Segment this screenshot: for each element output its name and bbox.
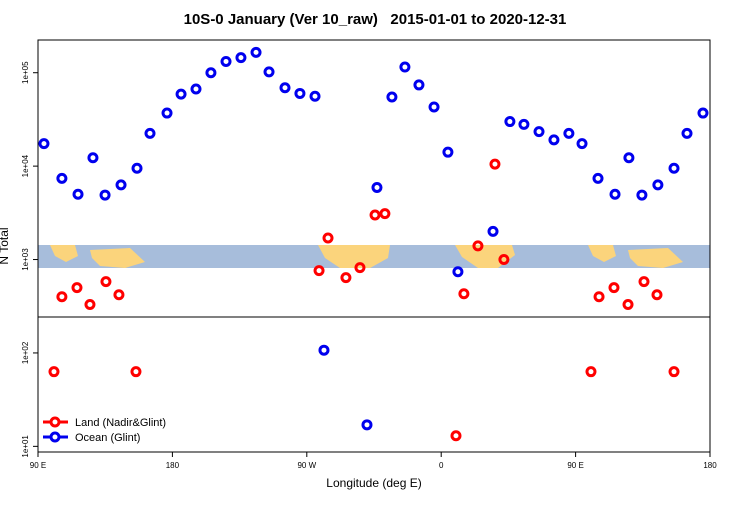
data-point [38, 138, 50, 150]
data-point [371, 182, 383, 194]
data-point [487, 225, 499, 237]
x-tick-label: 180 [703, 461, 717, 470]
data-point [651, 289, 663, 301]
data-point [548, 134, 560, 146]
data-point [190, 83, 202, 95]
data-point [593, 291, 605, 303]
data-point [452, 266, 464, 278]
x-tick-label: 90 E [567, 461, 583, 470]
data-point [504, 116, 516, 128]
data-point [71, 282, 83, 294]
data-point [576, 138, 588, 150]
data-point [498, 254, 510, 266]
data-point [668, 162, 680, 174]
data-point [279, 82, 291, 94]
y-tick-label: 1e+04 [21, 154, 30, 177]
data-point [205, 67, 217, 79]
data-point [48, 366, 60, 378]
data-point [131, 162, 143, 174]
data-point [585, 366, 597, 378]
data-point [442, 146, 454, 158]
y-tick-label: 1e+01 [21, 435, 30, 458]
data-point [369, 209, 381, 221]
map-band [38, 245, 710, 268]
data-point [450, 430, 462, 442]
data-point [652, 179, 664, 191]
data-point [115, 179, 127, 191]
data-point [340, 272, 352, 284]
data-point [56, 291, 68, 303]
x-tick-label: 90 E [30, 461, 46, 470]
data-point [263, 66, 275, 78]
x-tick-label: 0 [439, 461, 444, 470]
data-point [87, 152, 99, 164]
data-point [533, 126, 545, 138]
x-tick-label: 180 [166, 461, 180, 470]
data-point [99, 189, 111, 201]
data-point [235, 52, 247, 64]
legend-marker [49, 416, 61, 428]
y-tick-label: 1e+03 [21, 248, 30, 271]
legend-label: Land (Nadir&Glint) [75, 417, 166, 429]
data-point [458, 288, 470, 300]
data-point [100, 276, 112, 288]
chart-title: 10S-0 January (Ver 10_raw) 2015-01-01 to… [184, 11, 567, 28]
data-point [472, 240, 484, 252]
data-point [175, 88, 187, 100]
data-point [697, 107, 709, 119]
data-point [113, 289, 125, 301]
x-axis-label: Longitude (deg E) [326, 476, 421, 490]
data-point [130, 366, 142, 378]
data-point [399, 61, 411, 73]
data-point [318, 344, 330, 356]
data-point [592, 172, 604, 184]
data-point [622, 299, 634, 311]
data-point [428, 101, 440, 113]
data-point [313, 265, 325, 277]
data-point [379, 208, 391, 220]
data-point [72, 188, 84, 200]
legend-label: Ocean (Glint) [75, 432, 140, 444]
data-point [623, 152, 635, 164]
data-point [608, 282, 620, 294]
plot-frame [37, 39, 711, 453]
data-point [354, 262, 366, 274]
data-point [681, 127, 693, 139]
data-point [294, 87, 306, 99]
data-point [322, 232, 334, 244]
data-point [161, 107, 173, 119]
data-point [668, 366, 680, 378]
legend: Land (Nadir&Glint) Ocean (Glint) [43, 416, 166, 444]
data-point [609, 188, 621, 200]
data-point [636, 189, 648, 201]
data-point [56, 172, 68, 184]
legend-marker [49, 431, 61, 443]
x-tick-label: 90 W [297, 461, 316, 470]
data-point [413, 79, 425, 91]
y-axis-label: N Total [0, 227, 11, 264]
data-point [250, 46, 262, 58]
y-tick-label: 1e+05 [21, 61, 30, 84]
y-tick-label: 1e+02 [21, 341, 30, 364]
data-point [518, 118, 530, 130]
data-point [638, 276, 650, 288]
data-point [220, 55, 232, 67]
data-point [386, 91, 398, 103]
data-point [144, 127, 156, 139]
data-point [563, 127, 575, 139]
data-point [84, 299, 96, 311]
data-point [489, 158, 501, 170]
data-point [309, 90, 321, 102]
data-point [361, 419, 373, 431]
